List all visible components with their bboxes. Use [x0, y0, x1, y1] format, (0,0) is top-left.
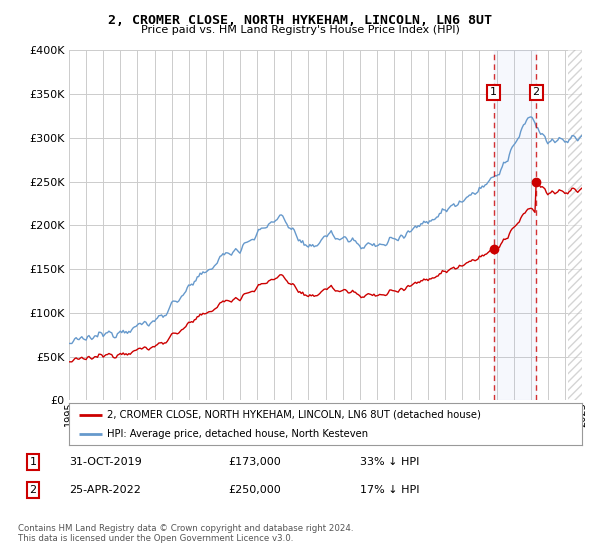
Text: 31-OCT-2019: 31-OCT-2019 [69, 457, 142, 467]
Text: HPI: Average price, detached house, North Kesteven: HPI: Average price, detached house, Nort… [107, 430, 368, 439]
Text: 2, CROMER CLOSE, NORTH HYKEHAM, LINCOLN, LN6 8UT: 2, CROMER CLOSE, NORTH HYKEHAM, LINCOLN,… [108, 14, 492, 27]
Bar [494, 50, 536, 400]
Text: 25-APR-2022: 25-APR-2022 [69, 485, 141, 495]
Text: 17% ↓ HPI: 17% ↓ HPI [360, 485, 419, 495]
Text: 1: 1 [490, 87, 497, 97]
Text: 1: 1 [29, 457, 37, 467]
Text: 2: 2 [29, 485, 37, 495]
Bar [568, 50, 582, 400]
Text: Contains HM Land Registry data © Crown copyright and database right 2024.
This d: Contains HM Land Registry data © Crown c… [18, 524, 353, 543]
Text: 2, CROMER CLOSE, NORTH HYKEHAM, LINCOLN, LN6 8UT (detached house): 2, CROMER CLOSE, NORTH HYKEHAM, LINCOLN,… [107, 410, 481, 420]
Text: £250,000: £250,000 [228, 485, 281, 495]
Text: 2: 2 [533, 87, 540, 97]
Text: 33% ↓ HPI: 33% ↓ HPI [360, 457, 419, 467]
Text: £173,000: £173,000 [228, 457, 281, 467]
Text: Price paid vs. HM Land Registry's House Price Index (HPI): Price paid vs. HM Land Registry's House … [140, 25, 460, 35]
